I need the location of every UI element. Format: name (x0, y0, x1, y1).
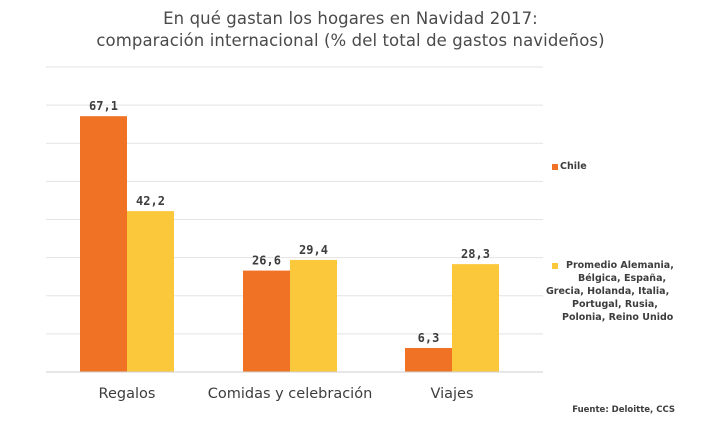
legend-promedio-line: Bélgica, España, (578, 273, 667, 284)
legend-chile: Chile (560, 161, 587, 172)
category-label: Viajes (430, 386, 473, 402)
data-label: 28,3 (461, 247, 490, 261)
bar-promedio (290, 259, 337, 372)
legend-promedio: Promedio Alemania, Bélgica, España, Grec… (546, 259, 674, 324)
legend-promedio-line: Polonia, Reino Unido (562, 312, 674, 323)
legend-promedio-line: Portugal, Rusia, (572, 299, 658, 310)
data-label: 29,4 (299, 243, 328, 257)
legend-promedio-line: Grecia, Holanda, Italia, (546, 286, 670, 297)
bar-chile (405, 347, 452, 372)
bar-promedio (127, 211, 174, 372)
data-label: 42,2 (136, 194, 165, 208)
category-label: Comidas y celebración (208, 386, 373, 402)
legend-swatch-promedio (552, 263, 558, 269)
bar-chile (80, 116, 127, 373)
chart-subtitle: comparación internacional (% del total d… (96, 31, 605, 50)
bar-chile (243, 270, 290, 372)
data-label: 26,6 (252, 254, 281, 268)
category-label: Regalos (99, 386, 156, 402)
data-label: 67,1 (89, 99, 118, 113)
data-label: 6,3 (418, 331, 440, 345)
source-note: Fuente: Deloitte, CCS (572, 405, 675, 415)
legend-swatch-chile (552, 164, 558, 170)
chart-title: En qué gastan los hogares en Navidad 201… (163, 9, 538, 28)
legend-promedio-line: Promedio Alemania, (566, 260, 674, 271)
bar-promedio (452, 264, 499, 372)
